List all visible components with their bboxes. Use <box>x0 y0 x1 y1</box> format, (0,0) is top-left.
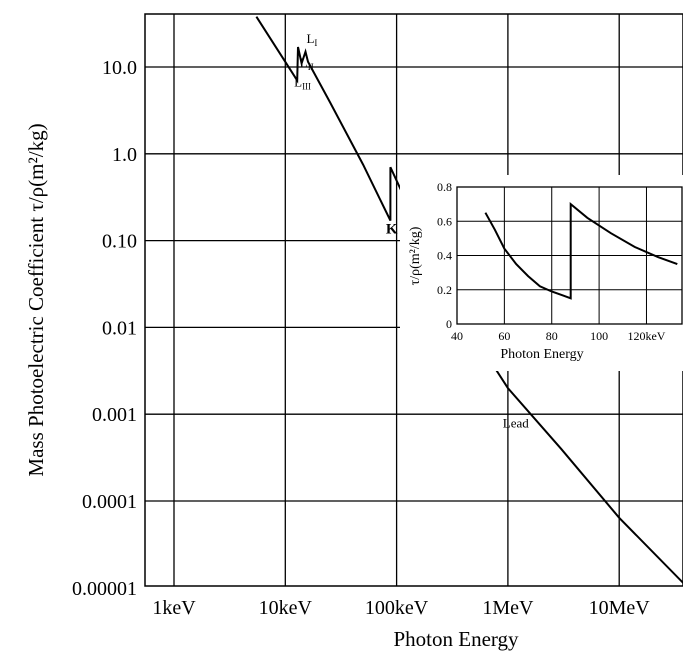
main-y-tick-labels: 10.0 1.0 0.10 0.01 0.001 0.0001 0.00001 <box>72 57 137 600</box>
annotation-0: LI <box>306 31 317 48</box>
lead-attenuation-curve <box>255 16 683 585</box>
y-tick-label-2: 0.10 <box>102 231 137 253</box>
inset-y-tick-label-3: 0.6 <box>437 214 452 228</box>
annotation-3: K <box>386 222 398 238</box>
inset-x-axis-title: Photon Energy <box>500 347 583 362</box>
inset-frame <box>456 186 683 325</box>
x-axis-title: Photon Energy <box>393 627 519 651</box>
y-tick-label-0: 10.0 <box>102 57 137 79</box>
inset-y-tick-labels: 0 0.2 0.4 0.6 0.8 <box>437 180 452 331</box>
y-axis-title: Mass Photoelectric Coefficient τ/ρ(m²/kg… <box>24 123 48 476</box>
inset-x-tick-label-3: 100 <box>590 329 608 343</box>
inset-k-edge-curve <box>484 201 678 300</box>
main-x-tick-labels: 1keV 10keV 100keV 1MeV 10MeV <box>152 597 650 619</box>
annotation-1: LII <box>300 55 314 72</box>
inset-y-tick-label-4: 0.8 <box>437 180 452 194</box>
inset-y-tick-label-2: 0.4 <box>437 249 452 263</box>
inset-x-tick-label-1: 60 <box>498 329 510 343</box>
y-tick-label-4: 0.001 <box>92 404 137 426</box>
plot-frame <box>144 13 683 587</box>
inset-y-tick-label-1: 0.2 <box>437 283 452 297</box>
inset-plot: 0 0.2 0.4 0.6 0.8 40 60 80 100 120keV Photon Ene… <box>400 175 683 371</box>
annotation-4: Lead <box>503 416 529 431</box>
inset-y-tick-label-0: 0 <box>446 317 452 331</box>
x-tick-label-1: 10keV <box>259 597 313 619</box>
inset-background <box>400 175 683 371</box>
inset-x-tick-label-0: 40 <box>451 329 463 343</box>
main-plot: 10.0 1.0 0.10 0.01 0.001 0.0001 0.00001 1keV 10… <box>24 13 683 651</box>
inset-y-axis-title: τ/ρ(m²/kg) <box>408 226 423 285</box>
x-tick-label-4: 10MeV <box>589 597 651 619</box>
y-tick-label-1: 1.0 <box>112 144 137 166</box>
x-tick-label-3: 1MeV <box>482 597 534 619</box>
inset-x-tick-labels: 40 60 80 100 120keV <box>451 329 666 343</box>
inset-x-tick-label-2: 80 <box>546 329 558 343</box>
y-tick-label-5: 0.0001 <box>82 491 137 513</box>
y-tick-label-6: 0.00001 <box>72 578 137 600</box>
x-tick-label-0: 1keV <box>152 597 196 619</box>
y-tick-label-3: 0.01 <box>102 317 137 339</box>
inset-x-tick-label-4: 120keV <box>627 329 665 343</box>
inset-gridlines <box>457 187 682 324</box>
x-tick-label-2: 100keV <box>365 597 429 619</box>
annotation-2: LIII <box>294 74 311 91</box>
